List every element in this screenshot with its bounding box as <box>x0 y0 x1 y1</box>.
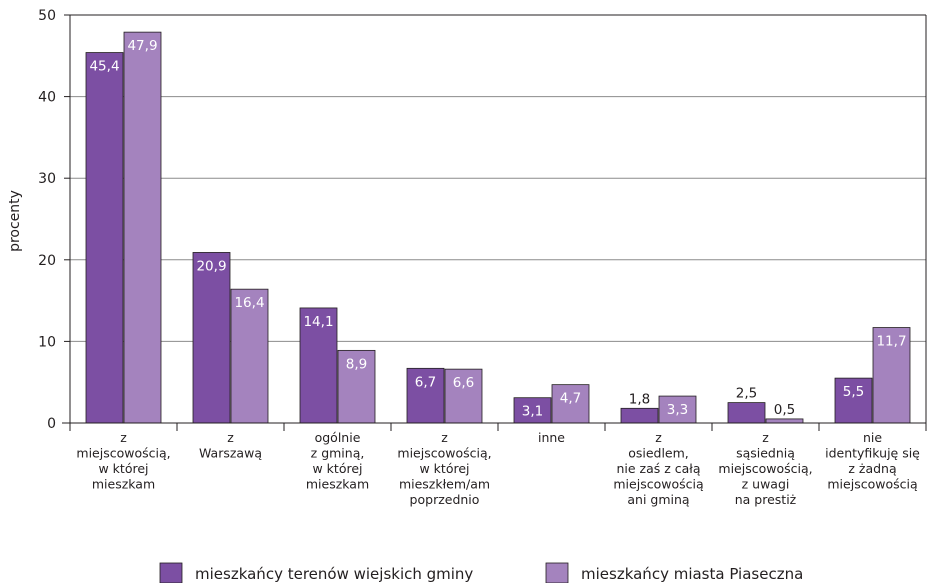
bar-series-1 <box>85 52 124 424</box>
x-category-label: z sąsiednią miejscowością, z uwagi na presti… <box>718 430 812 507</box>
data-label: 20,9 <box>196 258 226 274</box>
data-label: 47,9 <box>127 38 157 54</box>
x-category-label: ogólnie z gminą, w której mieszkam <box>306 430 369 492</box>
data-label: 11,7 <box>876 334 906 350</box>
x-category-label: z osiedlem, nie zaś z całą miejscowością ani… <box>613 430 704 507</box>
y-tick-label: 10 <box>38 334 56 350</box>
legend-label-series-2: mieszkańcy miasta Piaseczna <box>581 565 803 583</box>
bar-series-1 <box>513 397 552 424</box>
x-category-label: nie identyfikuję się z żadną miejscowością <box>825 430 920 492</box>
data-label: 5,5 <box>843 384 864 400</box>
x-category-label: z miejscowością, w której mieszkam <box>76 430 170 492</box>
legend-swatch-series-2 <box>545 562 569 583</box>
legend-label-series-1: mieszkańcy terenów wiejskich gminy <box>195 565 473 583</box>
bar-series-2 <box>444 368 483 424</box>
bar-series-2 <box>337 349 376 424</box>
data-label: 45,4 <box>89 59 119 75</box>
data-label: 3,3 <box>667 402 688 418</box>
y-tick-label: 50 <box>38 8 56 24</box>
data-label: 0,5 <box>774 402 795 418</box>
data-label: 14,1 <box>303 314 333 330</box>
data-label: 8,9 <box>346 356 367 372</box>
value-labels: 45,4 47,9 20,9 16,4 14,1 8,9 6,7 6,6 3,1 4,7 1,8 3,… <box>89 38 906 420</box>
data-label: 16,4 <box>234 295 264 311</box>
x-category-label: z miejscowością, w której mieszkłem/am poprz… <box>397 430 491 507</box>
bar-series-1 <box>834 377 873 424</box>
axes <box>62 14 927 431</box>
y-tick-labels: 0 10 20 30 40 50 <box>38 8 56 432</box>
data-label: 2,5 <box>736 386 757 402</box>
y-tick-label: 0 <box>47 416 56 432</box>
bar-series-1 <box>727 402 766 424</box>
y-tick-label: 30 <box>38 171 56 187</box>
bar-series-2 <box>872 327 911 424</box>
x-category-label: inne <box>538 430 565 445</box>
bar-series-1 <box>192 252 231 424</box>
data-label: 6,6 <box>453 375 474 391</box>
data-label: 6,7 <box>415 374 436 390</box>
bars <box>85 31 911 424</box>
bar-series-2 <box>551 384 590 424</box>
bar-series-2 <box>230 288 269 424</box>
bar-series-2 <box>658 395 697 424</box>
bar-series-1 <box>406 367 445 424</box>
data-label: 1,8 <box>629 391 650 407</box>
y-tick-label: 40 <box>38 90 56 106</box>
bar-series-2 <box>765 418 804 424</box>
data-label: 3,1 <box>522 404 543 420</box>
x-category-labels: z miejscowością, w której mieszkam z Warszawą… <box>76 430 920 507</box>
data-label: 4,7 <box>560 391 581 407</box>
y-tick-label: 20 <box>38 253 56 269</box>
legend-swatch-series-1 <box>159 562 183 583</box>
legend: mieszkańcy terenów wiejskich gminy miesz… <box>159 562 803 583</box>
bar-series-1 <box>620 407 659 424</box>
y-axis-label: procenty <box>7 190 23 252</box>
bar-series-2 <box>123 31 162 424</box>
x-category-label: z Warszawą <box>199 430 262 461</box>
